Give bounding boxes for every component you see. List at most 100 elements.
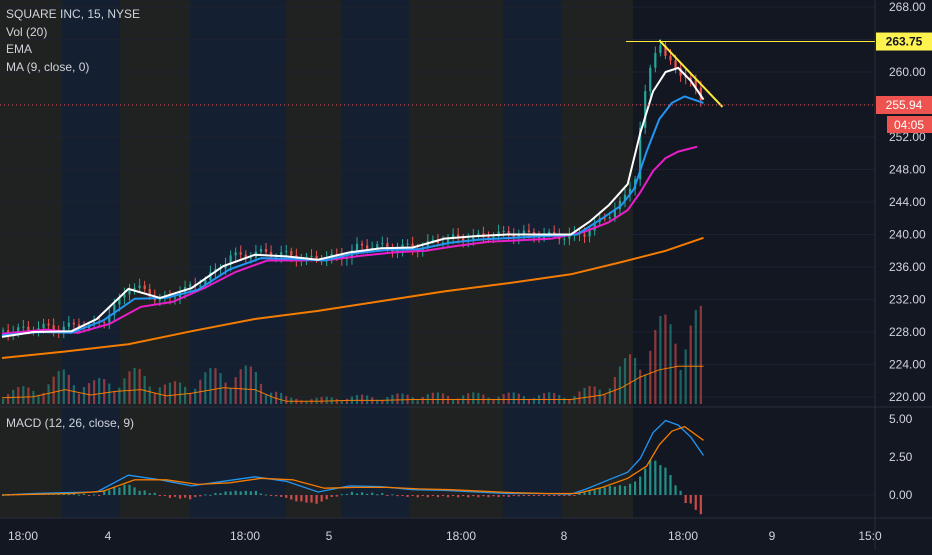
macd-histogram-bar (254, 490, 257, 495)
volume-bar (239, 369, 242, 404)
candle-body (285, 251, 288, 253)
volume-bar (163, 384, 166, 404)
macd-line (1, 419, 705, 496)
volume-bar (548, 392, 551, 404)
candle-body (593, 222, 596, 231)
volume-bar (224, 382, 227, 404)
session-band-pre (120, 0, 190, 518)
candle-body (386, 243, 389, 248)
macd-histogram-bar (548, 495, 551, 496)
candle-body (103, 322, 106, 324)
candle-body (133, 287, 136, 290)
volume-bar (128, 371, 131, 404)
candle-body (280, 252, 283, 257)
candle-body (158, 298, 161, 301)
candle-body (290, 251, 293, 256)
ema-mid-line (1, 95, 704, 337)
macd-histogram-bar (628, 483, 632, 495)
macd-histogram-bar (497, 495, 500, 498)
candle-body (553, 231, 556, 235)
candle-body (669, 55, 672, 61)
volume-bar (249, 366, 252, 404)
candle-body (512, 235, 515, 238)
macd-histogram-bar (229, 491, 232, 495)
macd-histogram-bar (477, 495, 480, 498)
volume-bar (532, 398, 536, 404)
candle-body (654, 53, 657, 68)
candle-body (694, 79, 697, 88)
macd-histogram-bar (649, 460, 652, 495)
volume-bar (290, 397, 293, 404)
session-band-pre (409, 0, 503, 518)
candle-body (689, 77, 692, 80)
candle-body (148, 289, 151, 297)
volume-bar (72, 385, 75, 404)
candle-body (472, 235, 475, 240)
candle-body (67, 322, 70, 327)
volume-bar (325, 396, 328, 404)
candle-body (360, 243, 364, 246)
indicator-volume-label[interactable]: Vol (20) (6, 24, 48, 39)
volume-bar (113, 390, 116, 404)
macd-histogram-bar (87, 495, 91, 496)
macd-histogram-bar (391, 494, 394, 496)
macd-histogram-bar (67, 494, 70, 496)
volume-bar (355, 394, 359, 404)
candle-body (72, 322, 75, 325)
candle-body (462, 236, 465, 241)
macd-histogram-bar (563, 495, 566, 497)
volume-bar (699, 305, 702, 404)
price-tick-label: 252.00 (889, 130, 926, 144)
macd-histogram-bar (108, 490, 111, 495)
macd-histogram-bar (401, 495, 404, 496)
session-band-post (503, 0, 562, 518)
symbol-title[interactable]: SQUARE INC, 15, NYSE (6, 7, 141, 21)
volume-bar (366, 395, 369, 404)
indicator-ma-label[interactable]: MA (9, close, 0) (6, 59, 90, 74)
volume-bar (67, 374, 70, 404)
candle-body (588, 230, 591, 237)
volume-bar (376, 399, 379, 404)
macd-label[interactable]: MACD (12, 26, close, 9) (6, 416, 135, 430)
time-tick-label: 18:00 (230, 529, 260, 543)
indicator-ema-label[interactable]: EMA (6, 42, 33, 56)
volume-bar (421, 396, 424, 404)
volume-bar (684, 349, 687, 404)
macd-histogram-bar (381, 493, 384, 495)
price-tick-label: 244.00 (889, 195, 926, 209)
macd-histogram-bar (634, 481, 637, 495)
volume-bar (7, 394, 10, 404)
candle-body (583, 234, 586, 237)
macd-histogram-bar (689, 495, 692, 504)
volume-bar (542, 393, 546, 404)
volume-bar (583, 387, 586, 404)
macd-histogram-bar (446, 495, 450, 498)
candle-body (17, 327, 20, 332)
volume-bar (173, 381, 177, 404)
volume-bar (184, 386, 187, 404)
macd-histogram-bar (143, 490, 146, 495)
candle-body (77, 324, 81, 328)
candle-body (22, 326, 25, 328)
last-price-tag-text: 255.94 (886, 98, 923, 112)
volume-bar (507, 392, 510, 404)
volume-bar (360, 394, 364, 404)
volume-bar (168, 382, 172, 404)
macd-histogram-bar (194, 495, 197, 498)
macd-histogram-bar (573, 495, 576, 496)
macd-histogram-bar (441, 495, 445, 496)
volume-bar (512, 392, 515, 404)
candle-body (527, 230, 531, 233)
macd-histogram-bar (315, 495, 318, 504)
macd-histogram-bar (269, 495, 273, 496)
time-tick-label: 5 (326, 529, 333, 543)
macd-histogram-bar (244, 490, 247, 495)
macd-histogram-bar (360, 492, 364, 495)
candle-body (269, 251, 273, 257)
candle-body (421, 247, 424, 252)
macd-histogram-bar (173, 495, 177, 497)
volume-bar (300, 400, 303, 404)
macd-histogram-bar (98, 495, 101, 496)
